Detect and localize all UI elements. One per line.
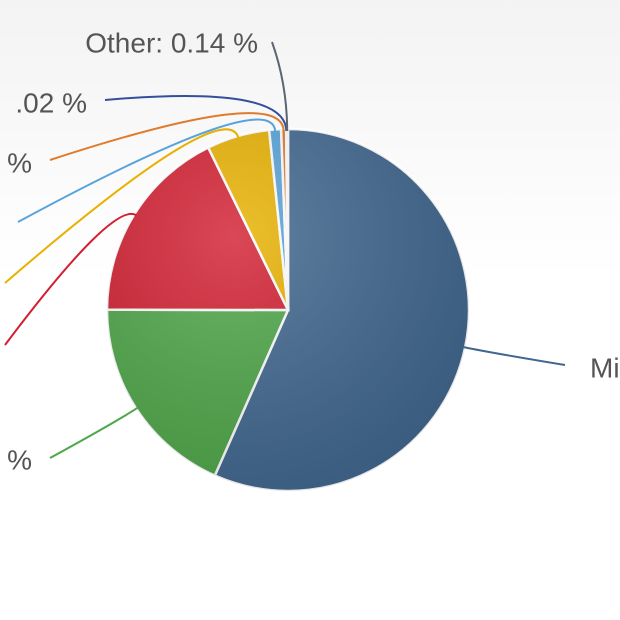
connector [462, 345, 566, 366]
connector [4, 128, 240, 284]
pie-slice [285, 127, 290, 311]
connector [4, 212, 137, 346]
connector [271, 41, 289, 132]
data-label: .02 % [15, 87, 87, 118]
data-label: Other: 0.14 % [85, 27, 258, 58]
data-label: % [7, 444, 32, 475]
data-label: Mi [590, 352, 620, 383]
connector [49, 406, 139, 459]
connector [17, 118, 277, 223]
data-label: % [7, 147, 32, 178]
connector [104, 94, 288, 132]
connector [49, 112, 285, 161]
